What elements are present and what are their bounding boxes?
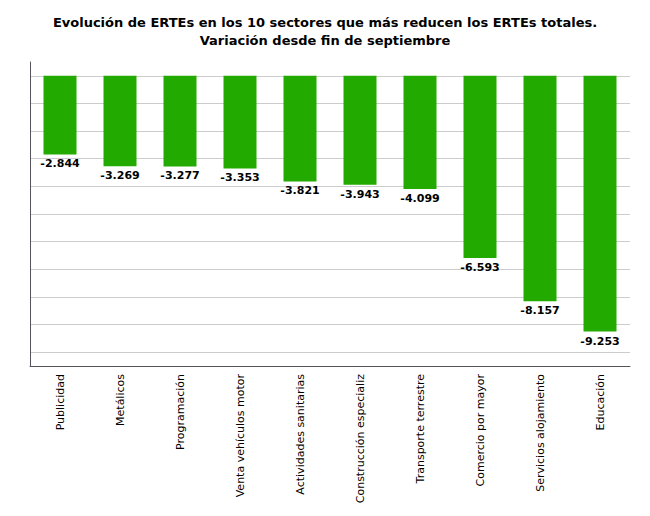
svg-text:Evolución de ERTEs en los 10 s: Evolución de ERTEs en los 10 sectores qu… <box>53 15 597 30</box>
svg-text:-3.821: -3.821 <box>280 184 319 197</box>
svg-text:Construcción especializ: Construcción especializ <box>354 374 367 503</box>
svg-text:Programación: Programación <box>174 374 187 450</box>
svg-text:-3.269: -3.269 <box>100 169 139 182</box>
svg-text:Servicios alojamiento: Servicios alojamiento <box>534 374 547 492</box>
svg-text:-9.253: -9.253 <box>580 335 619 348</box>
svg-text:Publicidad: Publicidad <box>54 374 67 430</box>
svg-text:Transporte terrestre: Transporte terrestre <box>414 374 427 485</box>
svg-text:Comercio por mayor: Comercio por mayor <box>474 374 487 487</box>
svg-text:Actividades sanitarias: Actividades sanitarias <box>294 374 307 495</box>
svg-text:-3.943: -3.943 <box>340 188 379 201</box>
svg-text:Venta vehículos motor: Venta vehículos motor <box>234 374 247 498</box>
svg-text:-6.593: -6.593 <box>460 261 499 274</box>
svg-text:-8.157: -8.157 <box>520 304 559 317</box>
svg-text:-3.353: -3.353 <box>220 171 259 184</box>
svg-text:-2.844: -2.844 <box>40 157 80 170</box>
svg-text:-3.277: -3.277 <box>160 169 199 182</box>
svg-text:-4.099: -4.099 <box>400 192 439 205</box>
svg-text:Metálicos: Metálicos <box>114 374 127 426</box>
svg-text:Variación desde fin de septiem: Variación desde fin de septiembre <box>200 33 451 48</box>
svg-text:Educación: Educación <box>594 374 607 431</box>
